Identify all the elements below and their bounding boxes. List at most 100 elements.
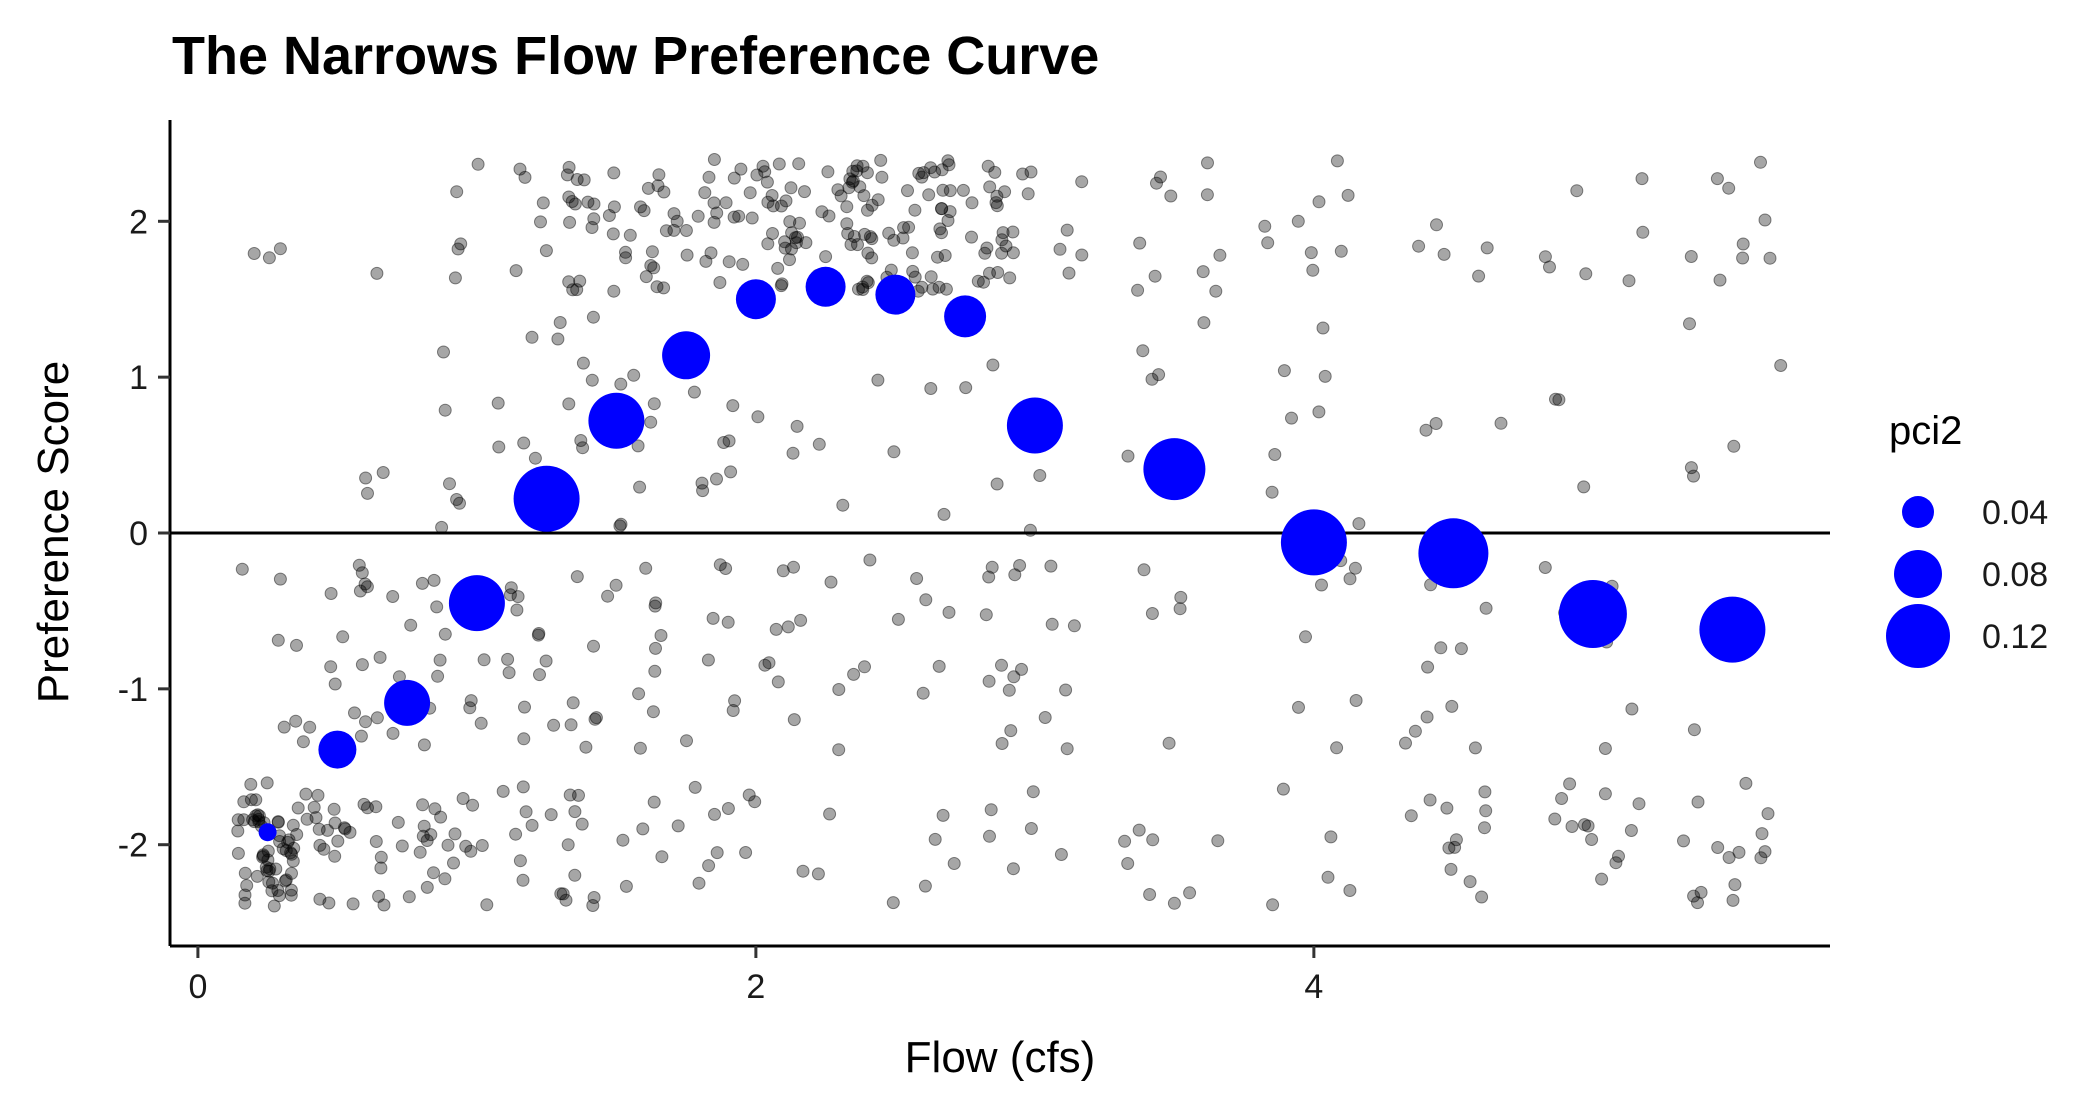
raw-point <box>1008 568 1022 582</box>
raw-point <box>736 257 750 271</box>
raw-point <box>916 686 930 700</box>
raw-point <box>1736 237 1750 251</box>
summary-point <box>662 331 711 380</box>
raw-point <box>1713 273 1727 287</box>
raw-point <box>581 195 595 209</box>
raw-point <box>303 720 317 734</box>
raw-point <box>1609 856 1623 870</box>
raw-point <box>271 815 285 829</box>
raw-point <box>572 788 585 802</box>
raw-point <box>575 817 589 831</box>
raw-point <box>607 284 621 298</box>
raw-point <box>687 385 701 399</box>
raw-point <box>1758 213 1772 227</box>
raw-point <box>726 399 740 413</box>
summary-point <box>588 392 645 449</box>
raw-point <box>982 570 996 584</box>
raw-point <box>1552 393 1566 407</box>
raw-point <box>856 280 870 294</box>
raw-point <box>577 173 591 187</box>
raw-point <box>1687 889 1701 903</box>
raw-point <box>451 242 465 256</box>
raw-point <box>787 713 801 727</box>
raw-point <box>602 209 616 222</box>
raw-point <box>450 185 464 199</box>
raw-point <box>659 224 673 238</box>
raw-point <box>273 572 287 586</box>
raw-point <box>1763 251 1777 265</box>
raw-point <box>840 217 854 231</box>
raw-point <box>652 168 666 182</box>
legend-label: 0.08 <box>1982 556 2048 594</box>
summary-point <box>1699 596 1766 663</box>
raw-point <box>1349 694 1363 707</box>
raw-point <box>1131 283 1145 297</box>
raw-point <box>1578 818 1591 832</box>
raw-point <box>1445 699 1459 713</box>
raw-point <box>908 270 922 284</box>
raw-point <box>437 345 450 359</box>
raw-point <box>247 247 261 260</box>
summary-point <box>1006 397 1063 454</box>
raw-point <box>554 887 568 901</box>
raw-point <box>1479 804 1493 818</box>
raw-point <box>361 486 374 500</box>
raw-point <box>300 812 314 826</box>
raw-point <box>570 283 584 297</box>
raw-point <box>785 226 799 240</box>
raw-point <box>912 166 926 180</box>
raw-point <box>1761 807 1775 821</box>
raw-point <box>851 238 864 252</box>
raw-point <box>935 202 948 216</box>
raw-point <box>680 248 694 262</box>
raw-point <box>1437 247 1451 261</box>
raw-point <box>918 879 932 893</box>
raw-point <box>856 283 870 296</box>
raw-point <box>427 573 441 587</box>
raw-point <box>359 471 373 485</box>
raw-point <box>1321 870 1335 884</box>
raw-point <box>1549 392 1562 406</box>
raw-point <box>1577 480 1591 494</box>
raw-point <box>568 868 582 882</box>
raw-point <box>843 172 857 186</box>
raw-point <box>846 164 860 178</box>
raw-point <box>942 158 956 172</box>
raw-point <box>680 734 693 748</box>
raw-point <box>456 792 470 805</box>
raw-point <box>256 850 270 864</box>
raw-point <box>824 575 838 589</box>
raw-point <box>647 261 661 275</box>
raw-point <box>317 842 331 856</box>
raw-point <box>657 281 671 295</box>
raw-point <box>651 179 665 193</box>
raw-point <box>1677 834 1690 848</box>
raw-point <box>1136 344 1150 358</box>
raw-point <box>863 553 877 567</box>
raw-point <box>1726 893 1740 907</box>
raw-point <box>534 215 547 229</box>
raw-point <box>1622 274 1636 288</box>
raw-point <box>504 581 518 595</box>
legend-key <box>1886 604 1950 668</box>
raw-point <box>348 706 361 720</box>
raw-point <box>1211 834 1225 848</box>
raw-point <box>402 890 416 904</box>
raw-point <box>560 168 574 182</box>
raw-point <box>553 316 567 329</box>
raw-point <box>1059 683 1073 697</box>
raw-point <box>244 793 258 807</box>
raw-point <box>917 166 931 180</box>
raw-point <box>790 419 804 433</box>
raw-point <box>1421 660 1435 674</box>
summary-point <box>513 465 580 532</box>
raw-point <box>566 283 580 297</box>
raw-point <box>459 839 473 853</box>
raw-point <box>1291 214 1305 228</box>
raw-point <box>936 808 950 822</box>
raw-point <box>765 189 779 202</box>
raw-point <box>1755 827 1769 841</box>
raw-point <box>1440 801 1454 815</box>
summary-point <box>944 295 987 338</box>
raw-point <box>395 839 409 853</box>
